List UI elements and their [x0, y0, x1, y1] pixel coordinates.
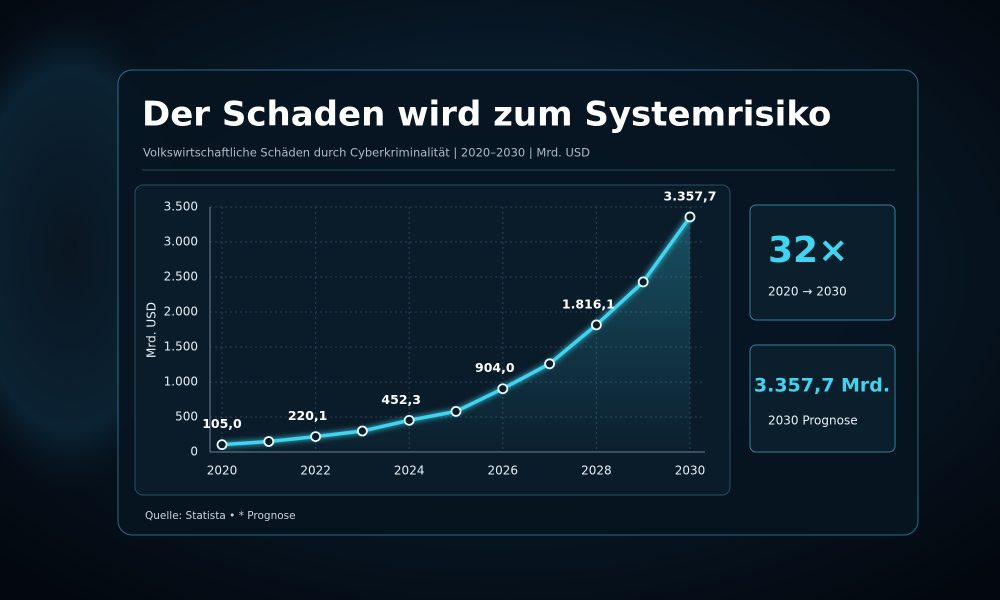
data-point: [263, 436, 275, 447]
data-point: [591, 319, 602, 331]
data-point: [544, 358, 555, 370]
data-point: [216, 439, 228, 451]
data-point: [310, 431, 322, 442]
value-label: 904,0: [475, 360, 515, 375]
y-tick-label: 2.000: [164, 305, 198, 319]
source-note: Quelle: Statista • * Prognose: [145, 510, 296, 522]
data-point: [684, 211, 696, 223]
x-tick-label: 2030: [675, 464, 706, 478]
data-point: [403, 414, 415, 426]
stat-label: 2030 Prognose: [768, 414, 858, 428]
chart-title: Der Schaden wird zum Systemrisiko: [142, 95, 831, 135]
value-label: 105,0: [202, 416, 242, 431]
x-tick-label: 2026: [488, 464, 519, 478]
x-tick-label: 2022: [300, 464, 331, 478]
y-tick-label: 2.500: [164, 270, 198, 284]
chart-subtitle: Volkswirtschaftliche Schäden durch Cyber…: [143, 146, 590, 160]
x-tick-label: 2020: [207, 464, 238, 478]
value-label: 220,1: [288, 408, 328, 423]
data-point: [637, 276, 649, 288]
x-tick-label: 2028: [581, 464, 612, 478]
data-point: [497, 383, 509, 395]
stat-value: 32×: [768, 230, 848, 271]
y-tick-label: 0: [190, 445, 198, 459]
x-tick-label: 2024: [394, 464, 425, 478]
value-label: 452,3: [381, 392, 421, 407]
stat-label: 2020 → 2030: [768, 285, 847, 299]
y-tick-label: 3.000: [164, 235, 198, 249]
y-tick-label: 1.500: [164, 340, 198, 354]
value-label: 3.357,7: [664, 188, 717, 203]
data-point: [450, 405, 462, 417]
line-area: [222, 216, 690, 452]
stat-card: [749, 344, 896, 453]
stat-card: [749, 204, 896, 321]
y-tick-label: 3.500: [164, 200, 198, 214]
stat-value: 3.357,7 Mrd.: [754, 375, 890, 397]
data-point: [356, 425, 368, 437]
y-tick-label: 1.000: [164, 375, 198, 389]
y-tick-label: 500: [175, 410, 198, 424]
value-label: 1.816,1: [562, 296, 615, 311]
y-axis-label: Mrd. USD: [145, 302, 159, 358]
